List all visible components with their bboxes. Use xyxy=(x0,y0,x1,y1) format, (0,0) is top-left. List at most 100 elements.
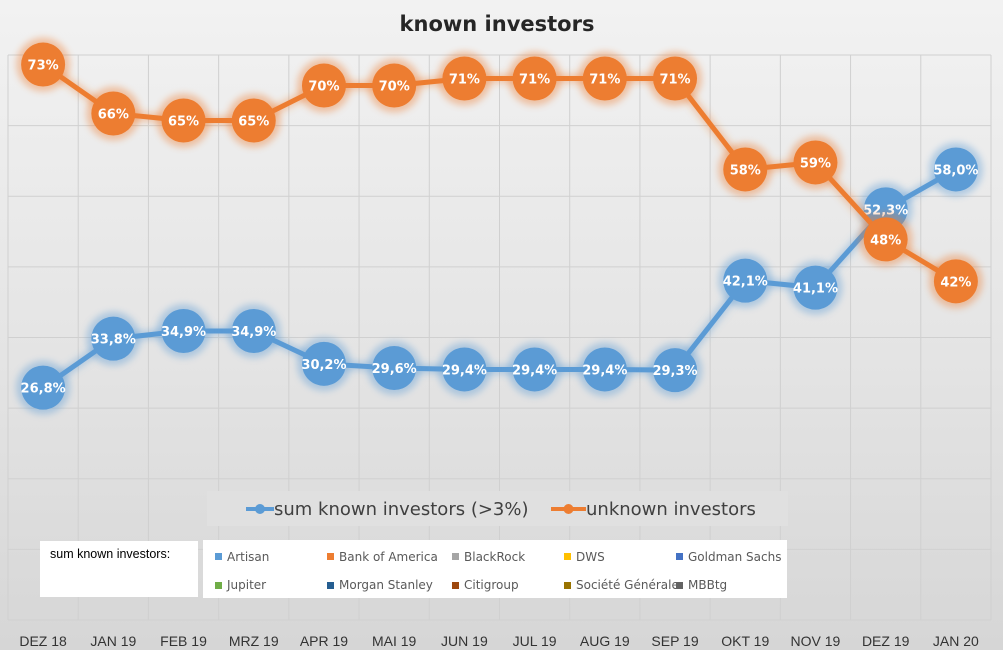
investor-name: Goldman Sachs xyxy=(688,549,782,564)
investor-legend-item: Citigroup xyxy=(452,578,564,593)
legend-swatch xyxy=(676,581,683,589)
data-label: 33,8% xyxy=(91,333,136,348)
data-label: 29,4% xyxy=(512,363,557,378)
data-label: 73% xyxy=(28,59,59,74)
x-tick-label: NOV 19 xyxy=(791,633,841,649)
legend-label: unknown investors xyxy=(586,499,756,520)
x-tick-label: JUL 19 xyxy=(513,633,557,649)
chart-title: known investors xyxy=(400,12,595,36)
data-point xyxy=(582,56,627,101)
investor-name: Bank of America xyxy=(339,549,438,564)
investor-caption-box: sum known investors: xyxy=(40,541,198,597)
legend-marker xyxy=(255,504,265,514)
data-label: 42% xyxy=(940,275,971,290)
investor-name: BlackRock xyxy=(464,549,526,564)
data-label: 29,4% xyxy=(582,363,627,378)
data-label: 52,3% xyxy=(863,203,908,218)
data-point xyxy=(653,56,698,101)
data-point xyxy=(21,365,66,410)
data-point xyxy=(91,91,136,136)
data-label: 71% xyxy=(449,73,480,88)
data-point xyxy=(301,341,346,386)
legend-label: sum known investors (>3%) xyxy=(274,499,529,520)
investor-legend-item: Jupiter xyxy=(215,578,327,593)
data-label: 26,8% xyxy=(21,382,66,397)
data-label: 70% xyxy=(379,80,410,95)
investor-legend-item: Artisan xyxy=(215,549,327,564)
data-label: 71% xyxy=(589,73,620,88)
data-point xyxy=(231,308,276,353)
data-point xyxy=(372,346,417,391)
legend-swatch xyxy=(327,581,334,589)
data-label: 29,3% xyxy=(652,364,697,379)
data-point xyxy=(933,259,978,304)
series-layer: 26,8% 33,8% 34,9% 34,9% 30,2% 29,6% 29,4% 29,4%… xyxy=(16,37,983,415)
x-axis: DEZ 18 JAN 19 FEB 19 MRZ 19 APR 19 MAI 19 JUN … xyxy=(19,633,979,649)
legend-swatch xyxy=(564,581,571,589)
x-tick-label: FEB 19 xyxy=(160,633,207,649)
x-tick-label: DEZ 19 xyxy=(862,633,910,649)
legend-swatch xyxy=(327,553,334,560)
data-label: 71% xyxy=(519,73,550,88)
data-label: 34,9% xyxy=(231,325,276,340)
data-label: 65% xyxy=(168,115,199,130)
legend-swatch xyxy=(452,553,459,560)
x-tick-label: AUG 19 xyxy=(580,633,630,649)
data-label: 58,0% xyxy=(933,163,978,178)
investor-legend-item: DWS xyxy=(564,549,676,564)
investor-name: Jupiter xyxy=(227,578,267,592)
data-point xyxy=(793,265,838,310)
investor-caption: sum known investors: xyxy=(50,547,171,561)
x-tick-label: JUN 19 xyxy=(441,633,488,649)
x-tick-label: JAN 20 xyxy=(933,633,979,649)
legend-swatch xyxy=(215,581,222,589)
data-point xyxy=(91,316,136,361)
data-label: 48% xyxy=(870,233,901,248)
data-point xyxy=(161,98,206,143)
series-known: 26,8% 33,8% 34,9% 34,9% 30,2% 29,6% 29,4% 29,4%… xyxy=(16,142,983,415)
data-point xyxy=(372,63,417,108)
data-label: 58% xyxy=(730,163,761,178)
legend-swatch xyxy=(676,553,683,560)
legend-swatch xyxy=(215,553,222,560)
legend-swatch xyxy=(452,581,459,589)
data-point xyxy=(863,217,908,262)
investor-legend: Artisan Bank of America BlackRock DWS Goldma… xyxy=(203,540,787,598)
x-tick-label: MRZ 19 xyxy=(229,633,279,649)
data-label: 71% xyxy=(659,73,690,88)
investor-legend-item: Goldman Sachs xyxy=(676,549,788,564)
data-label: 29,6% xyxy=(372,362,417,377)
investor-legend-item: BlackRock xyxy=(452,549,564,564)
x-tick-label: OKT 19 xyxy=(721,633,769,649)
data-point xyxy=(21,42,66,87)
data-point xyxy=(793,140,838,185)
data-point xyxy=(301,63,346,108)
investor-name: Société Générale xyxy=(576,578,679,592)
x-tick-label: MAI 19 xyxy=(372,633,417,649)
investor-name: Artisan xyxy=(227,549,270,564)
investor-name: MBBtg xyxy=(688,578,728,592)
data-point xyxy=(442,56,487,101)
x-tick-label: DEZ 18 xyxy=(19,633,67,649)
data-point xyxy=(442,347,487,392)
data-label: 65% xyxy=(238,115,269,130)
data-point xyxy=(231,98,276,143)
investor-legend-item: Bank of America xyxy=(327,549,452,564)
data-point xyxy=(161,308,206,353)
investor-name: DWS xyxy=(576,549,605,564)
data-label: 34,9% xyxy=(161,325,206,340)
investor-legend-item: Société Générale xyxy=(564,578,679,593)
data-label: 59% xyxy=(800,156,831,171)
investor-name: Citigroup xyxy=(464,578,519,592)
data-label: 66% xyxy=(98,108,129,123)
series-unknown: 73% 66% 65% 65% 70% 70% 71% 71% 71% 71% 58% 59% 48% 4… xyxy=(16,37,983,309)
data-point xyxy=(723,147,768,192)
data-point xyxy=(653,348,698,393)
x-tick-label: JAN 19 xyxy=(90,633,136,649)
x-tick-label: SEP 19 xyxy=(651,633,698,649)
data-point xyxy=(582,347,627,392)
legend-swatch xyxy=(564,553,571,560)
data-label: 30,2% xyxy=(301,358,346,373)
x-tick-label: APR 19 xyxy=(300,633,348,649)
